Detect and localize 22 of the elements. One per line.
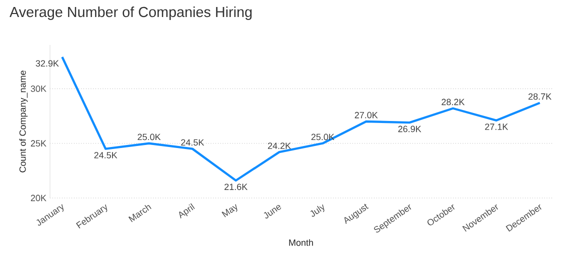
data-label: 21.6K [224, 184, 248, 190]
data-label: 32.9K [36, 60, 59, 67]
x-tick-label: April [179, 203, 195, 219]
data-label: 25.0K [138, 134, 161, 140]
data-label: 24.5K [94, 152, 118, 158]
y-tick-label: 20K [30, 194, 46, 202]
data-label: 27.1K [485, 124, 508, 130]
x-tick-label: May [222, 204, 238, 218]
y-tick-label: 25K [30, 140, 46, 147]
y-axis-title: Count of Company_name [19, 70, 28, 172]
chart-title: Average Number of Companies Hiring [10, 6, 252, 20]
x-tick-label: July [310, 204, 324, 217]
y-tick-label: 30K [30, 86, 46, 92]
data-label: 28.2K [442, 98, 465, 106]
data-label: 25.0K [311, 134, 334, 140]
data-label: 28.7K [528, 93, 552, 100]
x-axis-title: Month [289, 239, 313, 246]
data-label: 24.5K [181, 139, 204, 146]
x-tick-label: June [264, 205, 281, 218]
data-label: 27.0K [354, 112, 378, 118]
data-label: 24.2K [268, 142, 291, 149]
data-label: 26.9K [398, 126, 422, 132]
